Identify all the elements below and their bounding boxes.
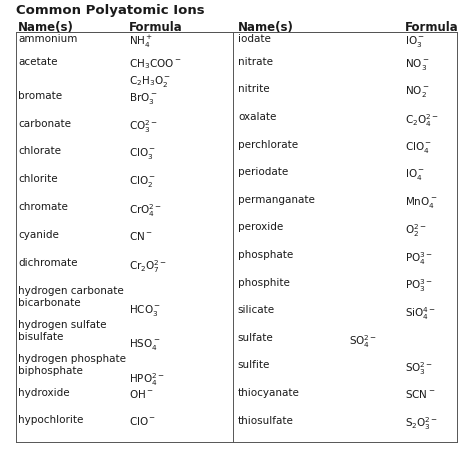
Text: MnO$_4^-$: MnO$_4^-$ (405, 195, 438, 210)
Text: Formula: Formula (405, 21, 459, 34)
Text: Name(s): Name(s) (238, 21, 294, 34)
Text: Cr$_2$O$_7^{2-}$: Cr$_2$O$_7^{2-}$ (129, 258, 167, 275)
Text: SO$_4^{2-}$: SO$_4^{2-}$ (349, 333, 377, 350)
Text: permanganate: permanganate (238, 195, 315, 205)
Text: bromate: bromate (18, 91, 62, 101)
Text: O$_2^{2-}$: O$_2^{2-}$ (405, 222, 427, 239)
Text: CN$^-$: CN$^-$ (129, 230, 153, 242)
Text: ClO$_2^-$: ClO$_2^-$ (129, 174, 156, 189)
Text: CO$_3^{2-}$: CO$_3^{2-}$ (129, 119, 158, 135)
Text: chlorite: chlorite (18, 174, 58, 184)
Text: Formula: Formula (129, 21, 183, 34)
Text: OH$^-$: OH$^-$ (129, 387, 154, 400)
Text: NO$_2^-$: NO$_2^-$ (405, 84, 430, 99)
Text: chlorate: chlorate (18, 146, 61, 156)
Text: C$_2$O$_4^{2-}$: C$_2$O$_4^{2-}$ (405, 112, 439, 129)
Text: phosphate: phosphate (238, 250, 293, 260)
Text: chromate: chromate (18, 202, 68, 212)
Text: peroxide: peroxide (238, 222, 283, 232)
Text: ClO$^-$: ClO$^-$ (129, 415, 156, 427)
Text: phosphite: phosphite (238, 278, 290, 288)
Text: thiocyanate: thiocyanate (238, 388, 300, 398)
Text: hydrogen sulfate
bisulfate: hydrogen sulfate bisulfate (18, 319, 107, 342)
Text: SO$_3^{2-}$: SO$_3^{2-}$ (405, 360, 433, 377)
Text: S$_2$O$_3^{2-}$: S$_2$O$_3^{2-}$ (405, 415, 438, 432)
Text: HPO$_4^{2-}$: HPO$_4^{2-}$ (129, 371, 165, 388)
Text: HCO$_3^-$: HCO$_3^-$ (129, 303, 161, 318)
Text: hypochlorite: hypochlorite (18, 415, 83, 425)
Text: PO$_4^{3-}$: PO$_4^{3-}$ (405, 250, 433, 267)
Text: iodate: iodate (238, 34, 271, 43)
Text: IO$_4^-$: IO$_4^-$ (405, 167, 425, 182)
Text: dichromate: dichromate (18, 258, 78, 268)
Text: thiosulfate: thiosulfate (238, 415, 294, 425)
Text: SCN$^-$: SCN$^-$ (405, 388, 436, 400)
Text: HSO$_4^-$: HSO$_4^-$ (129, 337, 161, 352)
Text: Name(s): Name(s) (18, 21, 74, 34)
Text: PO$_3^{3-}$: PO$_3^{3-}$ (405, 278, 433, 294)
Text: acetate: acetate (18, 57, 58, 67)
Text: sulfite: sulfite (238, 360, 270, 371)
Text: ClO$_4^-$: ClO$_4^-$ (405, 140, 432, 154)
Text: IO$_3^-$: IO$_3^-$ (405, 34, 425, 48)
Text: silicate: silicate (238, 305, 275, 315)
Text: periodate: periodate (238, 167, 288, 177)
Text: NO$_3^-$: NO$_3^-$ (405, 57, 430, 72)
Text: SiO$_4^{4-}$: SiO$_4^{4-}$ (405, 305, 436, 322)
Text: BrO$_3^-$: BrO$_3^-$ (129, 91, 158, 106)
Text: sulfate: sulfate (238, 333, 273, 343)
Text: CH$_3$COO$^-$
C$_2$H$_3$O$_2^-$: CH$_3$COO$^-$ C$_2$H$_3$O$_2^-$ (129, 57, 182, 89)
Text: hydrogen phosphate
biphosphate: hydrogen phosphate biphosphate (18, 353, 126, 376)
Text: perchlorate: perchlorate (238, 140, 298, 149)
Text: ClO$_3^-$: ClO$_3^-$ (129, 146, 156, 161)
Text: carbonate: carbonate (18, 119, 71, 129)
Text: cyanide: cyanide (18, 230, 59, 240)
Text: NH$_4^+$: NH$_4^+$ (129, 34, 154, 50)
Text: nitrate: nitrate (238, 57, 273, 67)
Text: Common Polyatomic Ions: Common Polyatomic Ions (16, 5, 205, 17)
Text: ammonium: ammonium (18, 34, 78, 43)
Text: nitrite: nitrite (238, 84, 270, 94)
Text: hydroxide: hydroxide (18, 387, 70, 398)
Text: oxalate: oxalate (238, 112, 276, 122)
Text: CrO$_4^{2-}$: CrO$_4^{2-}$ (129, 202, 163, 219)
Text: hydrogen carbonate
bicarbonate: hydrogen carbonate bicarbonate (18, 285, 124, 308)
